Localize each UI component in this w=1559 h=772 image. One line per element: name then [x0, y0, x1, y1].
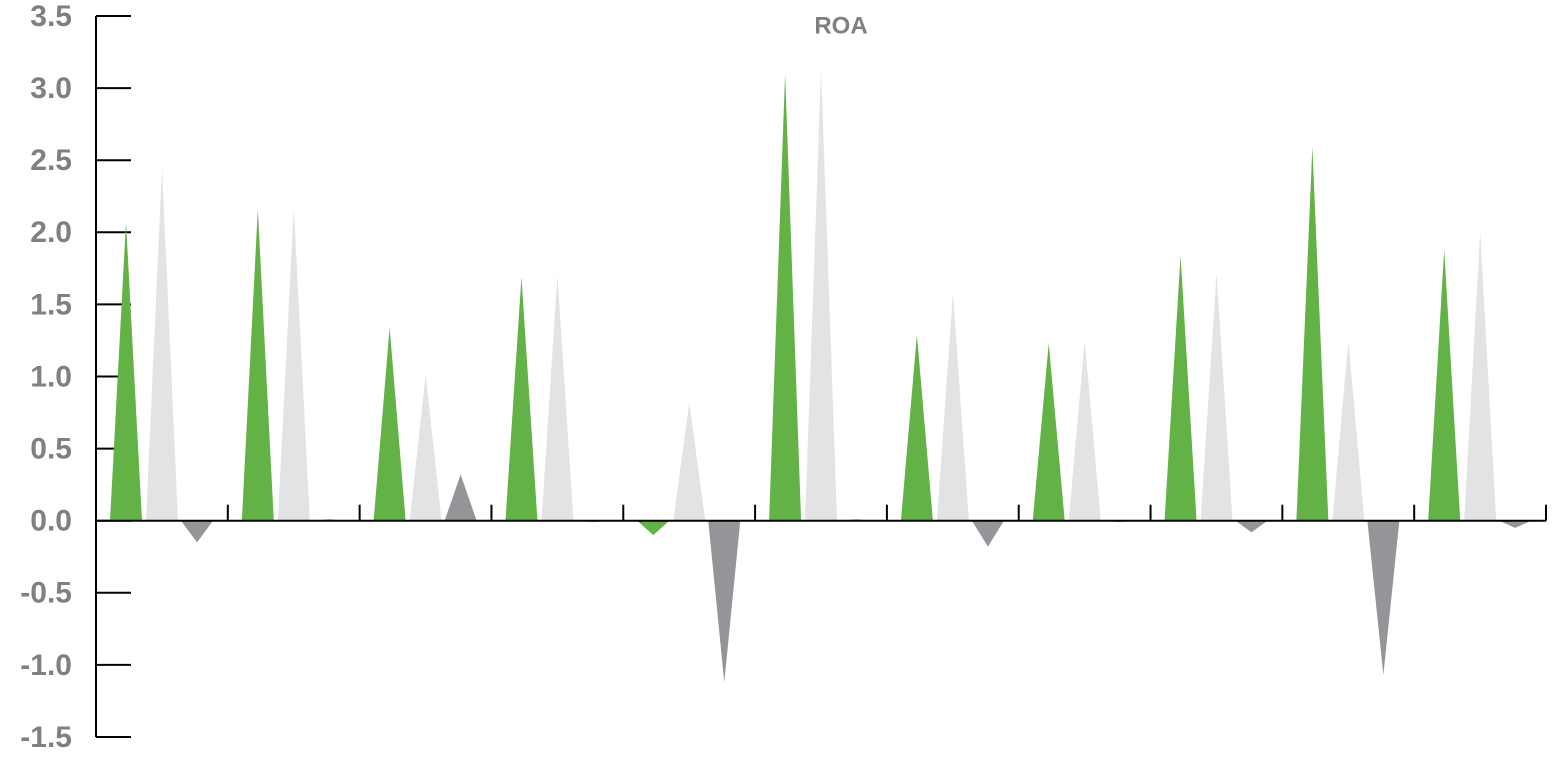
spike — [673, 402, 706, 521]
spike — [1032, 343, 1065, 521]
spike — [1200, 272, 1233, 521]
spike — [181, 520, 213, 543]
spike — [1164, 255, 1197, 521]
spike — [1499, 520, 1532, 528]
y-tick-label: 3.0 — [30, 72, 72, 105]
y-tick-label: -1.5 — [20, 721, 72, 754]
spike — [277, 207, 310, 521]
y-tick-label: 2.5 — [30, 144, 72, 177]
spike — [900, 334, 933, 521]
y-tick-label: 0.5 — [30, 433, 72, 466]
y-tick-label: 1.5 — [30, 288, 72, 321]
chart-title: ROA — [814, 12, 867, 39]
y-tick-label: 2.0 — [30, 216, 72, 249]
spike — [444, 474, 477, 521]
spike — [936, 292, 969, 521]
spike — [409, 375, 442, 521]
y-tick-label: -1.0 — [20, 649, 72, 682]
spike — [373, 327, 406, 521]
spike — [971, 520, 1004, 547]
spike — [146, 167, 178, 521]
y-tick-label: 0.0 — [30, 505, 72, 538]
spike — [769, 73, 802, 521]
spike — [505, 277, 538, 521]
spike — [805, 69, 838, 521]
spike — [708, 520, 741, 683]
spike — [1235, 520, 1268, 533]
spike — [1464, 232, 1497, 521]
spike — [241, 209, 274, 521]
spike — [1428, 249, 1461, 521]
y-tick-label: -0.5 — [20, 577, 72, 610]
spike — [637, 520, 670, 536]
spike — [110, 222, 142, 521]
spike — [1296, 147, 1329, 521]
spike — [1367, 520, 1400, 675]
spike — [541, 275, 574, 521]
y-tick-label: 1.0 — [30, 360, 72, 393]
y-tick-label: 3.5 — [30, 0, 72, 33]
spike — [1332, 340, 1365, 521]
spike — [1068, 340, 1101, 521]
